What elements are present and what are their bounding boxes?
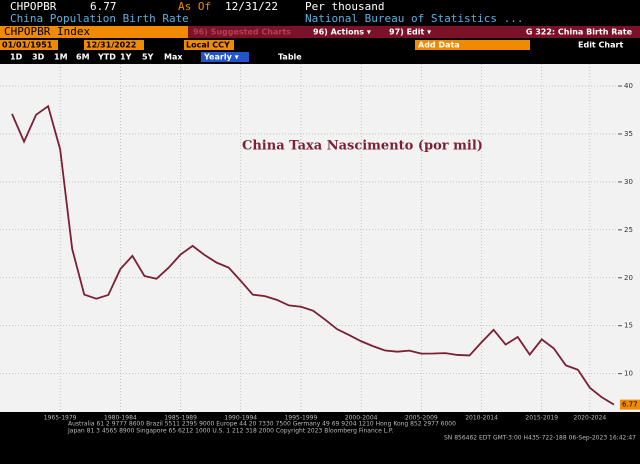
x-tick-label: 1980-1984 <box>104 415 137 422</box>
series-line <box>11 104 615 406</box>
y-tick-label: 35 <box>624 130 633 138</box>
y-tick-label: 15 <box>624 322 633 330</box>
x-tick-label: 1985-1989 <box>164 415 197 422</box>
period-button[interactable]: 6M <box>76 53 90 62</box>
y-tick-label: 25 <box>624 226 633 234</box>
x-tick-label: 2015-2019 <box>525 415 558 422</box>
x-tick-label: 2020-2024 <box>574 415 607 422</box>
page-title: G 322: China Birth Rate <box>526 28 633 37</box>
end-date[interactable]: 12/31/2022 <box>86 41 136 50</box>
start-box[interactable] <box>0 40 58 50</box>
as-of-label: As Of <box>178 0 211 13</box>
last-value-box <box>620 399 640 410</box>
x-tick-label: 1990-1994 <box>224 415 257 422</box>
x-tick-label: 1965-1979 <box>44 415 77 422</box>
units: Per thousand <box>305 0 384 13</box>
plot-area <box>0 64 640 412</box>
add-data[interactable]: Add Data <box>418 41 460 50</box>
footer: SN 856462 EDT GMT-3:00 H435-722-188 06-S… <box>444 435 636 442</box>
period-button[interactable]: 5Y <box>142 53 154 62</box>
menu-bar <box>188 26 640 38</box>
last-value-label: 6.77 <box>622 401 638 409</box>
x-tick-label: 2010-2014 <box>465 415 498 422</box>
frequency-box[interactable] <box>201 52 249 62</box>
last-value: 6.77 <box>90 0 117 13</box>
frequency[interactable]: Yearly ▾ <box>203 53 239 62</box>
as-of: 12/31/22 <box>225 0 278 13</box>
period-button[interactable]: 1D <box>10 53 23 62</box>
footer: Japan 81 3 4565 8900 Singapore 65 6212 1… <box>67 428 394 435</box>
currency[interactable]: Local CCY <box>186 41 230 50</box>
period-button[interactable]: 3D <box>32 53 45 62</box>
x-tick-label: 2005-2009 <box>405 415 438 422</box>
annotation: China Taxa Nascimento (por mil) <box>242 139 483 154</box>
period-button[interactable]: 1M <box>54 53 68 62</box>
security[interactable]: CHPOPBR Index <box>4 25 90 38</box>
x-tick-label: 2000-2004 <box>345 415 378 422</box>
ticker: CHPOPBR <box>10 0 57 13</box>
actions[interactable]: 96) Actions ▾ <box>313 28 371 37</box>
y-tick-label: 40 <box>624 82 633 90</box>
period-button[interactable]: Max <box>164 53 183 62</box>
suggested[interactable]: 96) Suggested Charts <box>193 28 291 37</box>
ccy-box[interactable] <box>184 40 234 50</box>
security-bar <box>0 26 188 38</box>
edit[interactable]: 97) Edit ▾ <box>389 28 431 37</box>
table[interactable]: Table <box>278 53 302 62</box>
source: National Bureau of Statistics ... <box>305 12 524 25</box>
y-tick-label: 20 <box>624 274 633 282</box>
period-button[interactable]: 1Y <box>120 53 132 62</box>
add-data-box[interactable] <box>415 40 530 50</box>
edit-chart[interactable]: Edit Chart <box>578 41 623 50</box>
y-tick-label: 30 <box>624 178 633 186</box>
y-tick-label: 10 <box>624 370 633 378</box>
series-name: China Population Birth Rate <box>10 12 189 25</box>
end-box[interactable] <box>84 40 144 50</box>
start-date[interactable]: 01/01/1951 <box>2 41 53 50</box>
period-button[interactable]: YTD <box>97 53 116 62</box>
footer: Australia 61 2 9777 8600 Brazil 5511 239… <box>68 421 456 428</box>
x-tick-label: 1995-1999 <box>285 415 318 422</box>
